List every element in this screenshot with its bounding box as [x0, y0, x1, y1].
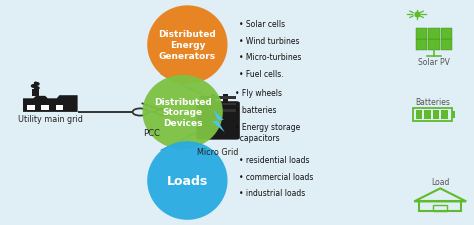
FancyBboxPatch shape: [27, 105, 35, 110]
Circle shape: [156, 109, 171, 116]
Text: • commercial loads: • commercial loads: [239, 172, 314, 181]
FancyBboxPatch shape: [441, 111, 447, 119]
Circle shape: [133, 109, 148, 116]
FancyBboxPatch shape: [196, 102, 240, 140]
Text: • industrial loads: • industrial loads: [239, 189, 306, 198]
Text: • Energy storage
  capacitors: • Energy storage capacitors: [235, 123, 300, 142]
Text: Solar PV: Solar PV: [418, 58, 450, 67]
FancyBboxPatch shape: [428, 40, 440, 51]
Polygon shape: [211, 110, 225, 133]
Text: • batteries: • batteries: [235, 106, 276, 115]
Text: Utility main grid: Utility main grid: [18, 114, 83, 123]
FancyBboxPatch shape: [424, 111, 431, 119]
FancyBboxPatch shape: [441, 29, 452, 40]
Text: Micro Grid: Micro Grid: [197, 147, 239, 156]
Text: • Solar cells: • Solar cells: [239, 20, 285, 29]
Text: Distributed
Energy
Generators: Distributed Energy Generators: [158, 30, 216, 61]
Ellipse shape: [143, 76, 223, 149]
Text: Batteries: Batteries: [415, 97, 450, 106]
Ellipse shape: [147, 6, 228, 85]
Polygon shape: [23, 96, 78, 112]
Text: Loads: Loads: [167, 174, 208, 187]
FancyBboxPatch shape: [200, 110, 236, 112]
FancyBboxPatch shape: [433, 111, 439, 119]
Text: • Fly wheels: • Fly wheels: [235, 89, 282, 98]
FancyBboxPatch shape: [428, 29, 440, 40]
Text: • Wind turbines: • Wind turbines: [239, 36, 300, 45]
FancyBboxPatch shape: [55, 105, 64, 110]
Text: • Micro-turbines: • Micro-turbines: [239, 53, 302, 62]
FancyBboxPatch shape: [452, 112, 456, 118]
FancyBboxPatch shape: [416, 40, 428, 51]
FancyBboxPatch shape: [416, 111, 422, 119]
Text: Load: Load: [431, 177, 449, 186]
FancyBboxPatch shape: [416, 29, 428, 40]
Text: • Fuel cells.: • Fuel cells.: [239, 70, 284, 79]
FancyBboxPatch shape: [413, 108, 452, 122]
FancyBboxPatch shape: [32, 90, 39, 96]
FancyBboxPatch shape: [200, 96, 236, 99]
FancyBboxPatch shape: [210, 94, 215, 103]
FancyBboxPatch shape: [200, 103, 236, 106]
FancyBboxPatch shape: [41, 105, 49, 110]
FancyBboxPatch shape: [223, 94, 228, 103]
Ellipse shape: [147, 142, 228, 220]
Text: Distributed
Storage
Devices: Distributed Storage Devices: [154, 97, 211, 128]
Text: PCC: PCC: [144, 128, 160, 137]
Text: • residential loads: • residential loads: [239, 155, 310, 164]
FancyBboxPatch shape: [441, 40, 452, 51]
